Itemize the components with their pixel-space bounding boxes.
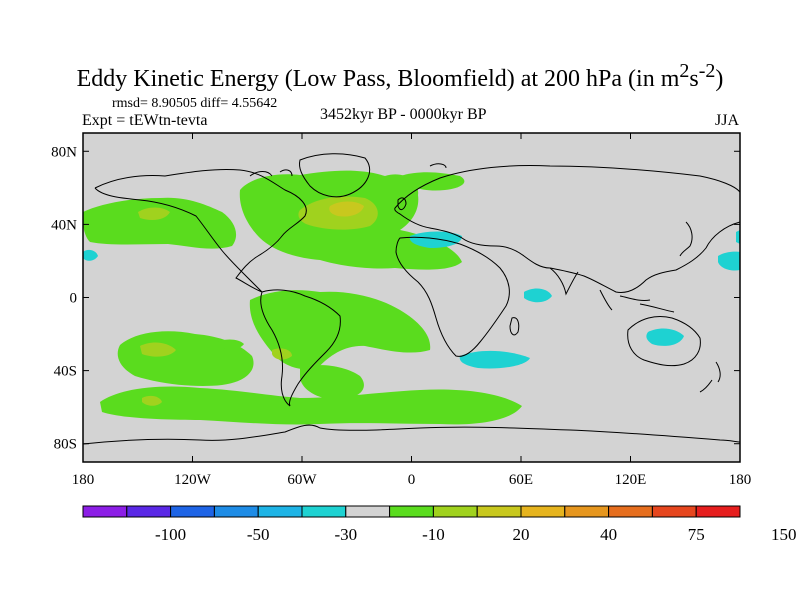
coastlines [83, 153, 740, 445]
coast-british-isles [397, 197, 407, 211]
colorbar-swatch [520, 505, 566, 518]
map-area [83, 133, 740, 462]
colorbar-label: 75 [688, 525, 705, 544]
colorbar-label: -10 [422, 525, 445, 544]
coast-japan [679, 221, 693, 257]
colorbar-label: -50 [247, 525, 270, 544]
field-north-america-core [138, 207, 170, 220]
field-west-pacific-neg [718, 251, 740, 271]
map-title: Eddy Kinetic Energy (Low Pass, Bloomfiel… [0, 60, 800, 93]
colorbar-label: 150 [771, 525, 797, 544]
anomaly-fields [83, 170, 740, 425]
lat-tick-label: 40S [54, 364, 77, 380]
field-north-america [83, 197, 237, 249]
colorbar-label: 20 [513, 525, 530, 544]
lon-tick-label: 180 [72, 472, 95, 488]
title-prefix: Eddy Kinetic Energy (Low Pass, Bloomfiel… [76, 66, 680, 92]
colorbar-swatch [564, 505, 610, 518]
coast-africa [395, 236, 510, 357]
colorbar-swatch [301, 505, 347, 518]
latitude-axis: 80N 40N 0 40S 80S [51, 144, 740, 453]
colorbar-swatch [389, 505, 434, 518]
colorbar-labels: -100 -50 -30 -10 20 40 75 150 [155, 525, 797, 544]
field-south-pacific-core [140, 342, 176, 357]
lon-tick-label: 0 [408, 472, 416, 488]
colorbar-swatch [432, 505, 478, 518]
colorbar-swatch [82, 505, 128, 518]
coast-arctic-islands [249, 163, 447, 177]
stats-label: rmsd= 8.90505 diff= 4.55642 [112, 96, 278, 111]
coast-south-america [260, 289, 341, 407]
lat-tick-label: 80N [51, 144, 77, 160]
coast-se-asia-islands [599, 289, 675, 313]
lat-tick-label: 0 [70, 291, 78, 307]
colorbar-swatch [345, 505, 391, 518]
colorbar-swatch [695, 505, 741, 518]
lon-tick-label: 180 [729, 472, 752, 488]
title-sup-1: 2 [679, 60, 690, 82]
field-east-edge-neg [736, 230, 740, 244]
colorbar-swatch [170, 505, 215, 518]
period-label: 3452kyr BP - 0000kyr BP [320, 106, 487, 123]
field-southern-core [142, 395, 162, 406]
lon-tick-label: 120W [174, 472, 212, 488]
field-north-atlantic-peak [329, 201, 364, 217]
lat-tick-label: 40N [51, 217, 77, 233]
colorbar [82, 505, 741, 518]
coast-madagascar [509, 317, 520, 336]
colorbar-swatch [213, 505, 259, 518]
title-suffix: ) [715, 66, 724, 92]
lon-tick-label: 60W [287, 472, 317, 488]
lon-tick-label: 60E [509, 472, 533, 488]
field-south-america-tropics [249, 290, 431, 370]
season-label: JJA [715, 112, 740, 129]
colorbar-label: -100 [155, 525, 186, 544]
field-australia-neg [646, 328, 684, 346]
field-pacific-neg [83, 249, 98, 261]
title-mid: s [689, 66, 699, 92]
coast-greenland [299, 153, 370, 198]
field-southern-ocean [100, 386, 522, 425]
field-south-pacific-core-2 [272, 348, 292, 360]
title-sup-2: -2 [698, 60, 716, 82]
coast-india-peninsula [549, 267, 579, 296]
colorbar-swatch [651, 505, 697, 518]
field-indian-ocean-neg [524, 288, 552, 303]
colorbar-swatch [608, 505, 653, 518]
field-south-indian-neg [459, 350, 530, 369]
field-mediterranean-neg [409, 231, 462, 248]
lat-tick-label: 80S [54, 437, 77, 453]
colorbar-label: -30 [334, 525, 357, 544]
colorbar-label: 40 [600, 525, 617, 544]
lon-tick-label: 120E [615, 472, 647, 488]
coast-antarctica [83, 424, 740, 445]
coast-australia [627, 316, 701, 367]
coast-new-zealand [699, 361, 721, 393]
colorbar-swatch [476, 505, 522, 518]
longitude-axis: 180 120W 60W 0 60E 120E 180 [72, 133, 752, 488]
colorbar-swatch [126, 505, 172, 518]
experiment-label: Expt = tEWtn-tevta [82, 112, 208, 129]
coast-north-america [94, 168, 307, 293]
colorbar-swatch [257, 505, 303, 518]
field-east-pacific [214, 339, 244, 350]
field-atlantic-south [300, 365, 364, 400]
